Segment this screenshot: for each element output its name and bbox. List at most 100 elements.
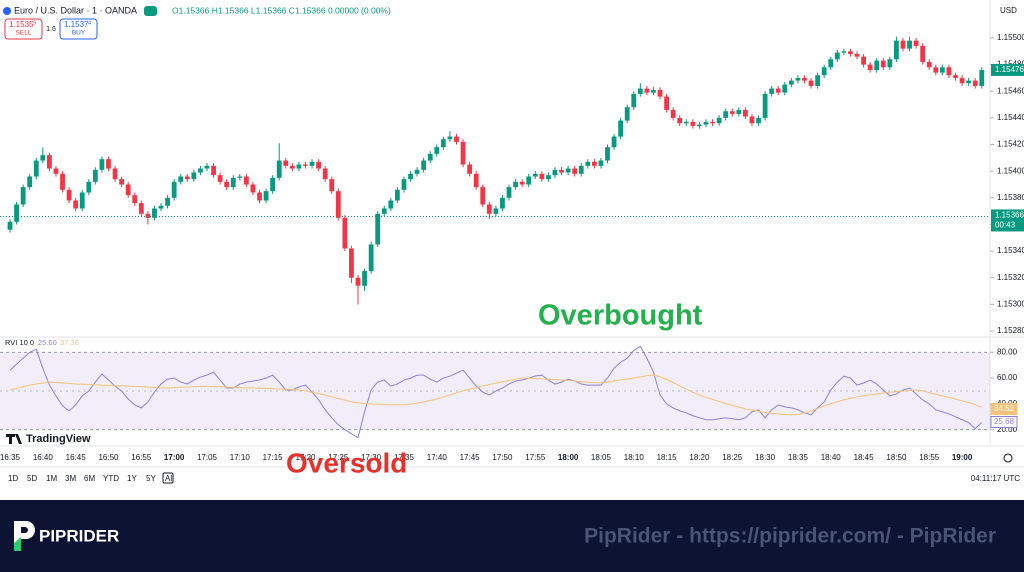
candle-body [703, 121, 709, 125]
range-label[interactable]: 1Y [127, 474, 137, 483]
range-button[interactable] [6, 472, 22, 485]
candle-body [637, 88, 643, 94]
candle-body [598, 160, 604, 166]
buy-price: 1.1537 [64, 20, 89, 29]
range-label[interactable]: 3M [65, 474, 76, 483]
candle-body [756, 117, 761, 124]
indicator-line [9, 374, 982, 416]
candle-body [651, 89, 656, 93]
clock: 04:11:17 UTC [971, 474, 1020, 483]
candle-body [762, 93, 768, 118]
x-tick-label: 18:10 [624, 453, 645, 462]
candle-body [454, 136, 459, 142]
candle-body [152, 208, 157, 218]
candle-body [624, 107, 630, 121]
candle-body [953, 75, 958, 78]
candle-body [408, 173, 413, 180]
candle-body [723, 111, 729, 118]
candle-body [710, 121, 715, 124]
candle-body [276, 160, 282, 178]
candle-body [434, 147, 440, 154]
candle-body [230, 177, 236, 188]
candle-body [532, 173, 538, 177]
range-label[interactable]: 1D [8, 474, 18, 483]
candle-body [552, 169, 558, 176]
range-button[interactable] [44, 472, 60, 485]
candle-body [79, 192, 85, 209]
rvi-pane: 80.0060.0040.0020.0016:3516:4016:4516:50… [0, 345, 1018, 462]
candle-body [565, 168, 571, 173]
candle-body [480, 187, 486, 205]
y-tick-label: 1.15300 [997, 299, 1024, 308]
candle-body [618, 120, 624, 137]
candle-body [493, 208, 499, 214]
x-tick-label: 16:50 [98, 453, 119, 462]
candle-body [86, 181, 92, 193]
settings-icon[interactable] [1003, 453, 1013, 463]
range-button[interactable] [82, 472, 98, 485]
range-button[interactable] [125, 472, 141, 485]
visibility-toggle[interactable] [144, 6, 157, 16]
candle-body [854, 53, 860, 57]
x-tick-label: 19:00 [952, 453, 973, 462]
sell-button[interactable] [4, 18, 43, 40]
candle-body [322, 168, 328, 180]
x-tick-label: 16:45 [66, 453, 87, 462]
currency[interactable]: USD [1000, 6, 1017, 15]
candle-body [775, 88, 781, 93]
candle-body [440, 139, 446, 148]
x-tick-label: 18:25 [722, 453, 743, 462]
candle-body [578, 165, 584, 174]
candle-body [158, 205, 164, 209]
range-label[interactable]: 5Y [146, 474, 156, 483]
y-tick-label: 1.15380 [997, 193, 1024, 202]
range-button[interactable] [63, 472, 79, 485]
range-label[interactable]: 1M [46, 474, 57, 483]
range-button[interactable] [25, 472, 41, 485]
y-tick-label: 1.15400 [997, 166, 1024, 175]
x-tick-label: 17:35 [394, 453, 415, 462]
candle-body [119, 179, 125, 185]
candle-body [92, 169, 98, 182]
signal-legend-value: 37.36 [60, 338, 79, 347]
symbol-title: Euro / U.S. Dollar · 1 · OANDA [14, 5, 137, 15]
candle-body [270, 177, 276, 192]
candle-body [401, 179, 407, 190]
x-tick-label: 18:45 [854, 453, 875, 462]
range-label[interactable]: YTD [103, 474, 119, 483]
indicator-line [9, 345, 983, 439]
range-button[interactable] [101, 472, 122, 485]
candle-body [572, 168, 578, 174]
buy-button[interactable] [59, 18, 98, 40]
watermark-logo: TradingView [6, 433, 91, 445]
candle-body [559, 169, 564, 173]
y-tick-label: 80.00 [997, 347, 1018, 356]
candle-body [605, 147, 610, 161]
candle-body [611, 136, 617, 148]
candle-body [224, 181, 230, 188]
candle-body [788, 80, 794, 85]
candle-body [40, 155, 46, 161]
candle-body [33, 160, 39, 177]
oversold-annotation: Oversold [286, 447, 407, 478]
range-label[interactable]: 6M [84, 474, 95, 483]
candle-body [585, 161, 591, 166]
sell-price: 1.1535 [9, 20, 34, 29]
calendar-icon[interactable] [162, 472, 174, 484]
candle-body [506, 187, 512, 198]
ohlc-legend: O1.15366 H1.15366 L1.15366 C1.15366 0.00… [172, 5, 391, 15]
candle-body [848, 51, 853, 54]
candle-body [250, 184, 256, 193]
axis-value-tag [990, 416, 1018, 428]
footer-logo-text: PIPRIDER [39, 526, 119, 545]
x-tick-label: 18:05 [591, 453, 612, 462]
range-label[interactable]: All [165, 474, 174, 483]
y-tick-label: 1.15420 [997, 140, 1024, 149]
range-label[interactable]: 5D [27, 474, 37, 483]
candle-body [959, 77, 965, 84]
range-button[interactable] [144, 472, 160, 485]
candle-body [263, 191, 269, 201]
y-tick-label: 20.00 [997, 425, 1018, 434]
